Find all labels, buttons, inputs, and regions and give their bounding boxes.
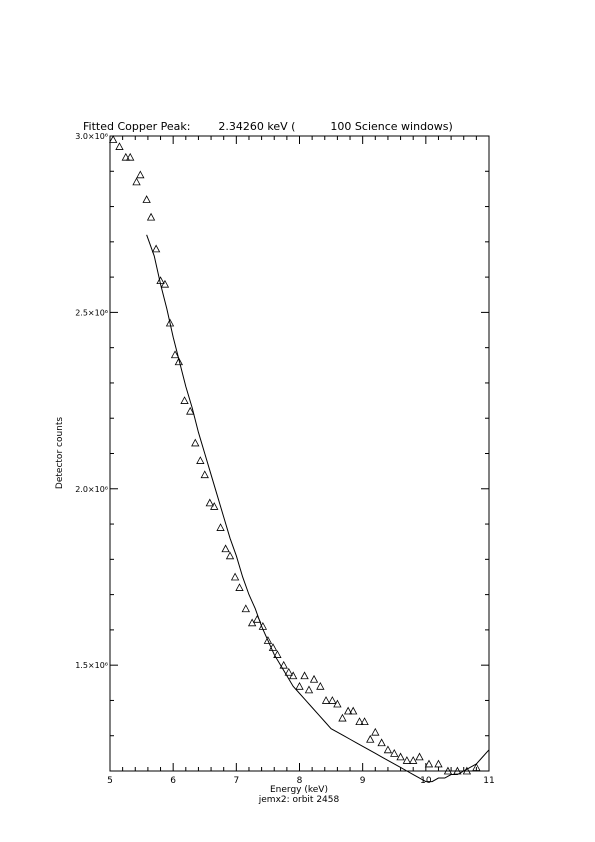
x-tick-label: 8	[297, 776, 303, 786]
data-point	[333, 699, 342, 708]
x-tick-label: 6	[170, 776, 176, 786]
data-point	[355, 717, 364, 726]
x-tick-label: 11	[483, 776, 494, 786]
y-tick-labels: 1.5×10⁶ 2.0×10⁶ 2.5×10⁶ 3.0×10⁶	[75, 132, 108, 670]
data-point	[321, 696, 331, 704]
data-point	[170, 350, 180, 359]
data-point	[151, 244, 161, 253]
data-point	[156, 276, 165, 285]
data-point	[390, 749, 399, 757]
data-point	[121, 152, 130, 161]
x-tick-label: 9	[360, 776, 366, 786]
data-point	[136, 170, 145, 179]
data-point	[126, 152, 135, 161]
y-axis-label: Detector counts	[55, 417, 65, 489]
chart-title: Fitted Copper Peak: 2.34260 keV ( 100 Sc…	[83, 120, 453, 133]
data-point	[186, 406, 195, 415]
chart-subtitle: jemx2: orbit 2458	[258, 795, 340, 805]
data-point	[316, 681, 325, 690]
data-point	[383, 745, 393, 754]
data-point	[273, 650, 282, 658]
data-point	[132, 177, 141, 186]
data-point	[443, 766, 453, 775]
x-tick-labels: 5 6 7 8 9 10 11	[107, 776, 495, 786]
data-point	[289, 671, 298, 680]
data-point	[300, 671, 309, 680]
data-point	[191, 438, 200, 447]
data-point	[165, 318, 175, 327]
data-point	[268, 643, 278, 651]
data-point	[160, 279, 170, 288]
data-point	[371, 727, 380, 736]
x-tick-label: 7	[233, 776, 239, 786]
data-point	[241, 604, 250, 613]
x-tick-label: 10	[420, 776, 432, 786]
data-markers	[108, 135, 481, 775]
data-point	[258, 622, 268, 630]
data-point	[453, 766, 462, 775]
data-point	[328, 696, 337, 704]
data-point	[196, 456, 205, 464]
data-point	[349, 706, 358, 715]
data-point	[108, 135, 118, 143]
x-tick-label: 5	[107, 776, 113, 786]
data-point	[343, 706, 353, 715]
plot-frame	[109, 135, 490, 772]
data-point	[304, 685, 314, 694]
y-tick-label: 1.5×10⁶	[75, 661, 108, 670]
data-point	[424, 759, 434, 768]
data-point	[221, 544, 230, 553]
x-axis-label: Energy (keV)	[270, 785, 328, 795]
data-point	[309, 674, 319, 683]
data-point	[216, 523, 225, 531]
y-tick-label: 2.0×10⁶	[75, 485, 108, 494]
y-tick-label: 3.0×10⁶	[75, 132, 108, 141]
data-point	[284, 667, 293, 676]
data-point	[295, 681, 304, 690]
data-point	[200, 470, 209, 479]
data-point	[225, 551, 235, 560]
data-point	[396, 752, 405, 761]
data-point	[472, 763, 481, 771]
data-point	[180, 396, 189, 404]
data-point	[146, 212, 156, 221]
data-point	[402, 756, 412, 764]
y-tick-label: 2.5×10⁶	[75, 308, 108, 317]
data-point	[235, 583, 244, 591]
data-point	[366, 734, 375, 743]
data-point	[377, 738, 386, 747]
data-point	[338, 713, 347, 722]
axis-ticks	[109, 135, 490, 772]
data-point	[279, 660, 288, 669]
data-point	[115, 142, 124, 150]
data-point	[142, 195, 151, 203]
data-point	[230, 572, 240, 581]
data-point	[205, 498, 214, 507]
data-point	[174, 357, 184, 366]
data-point	[253, 614, 262, 623]
data-point	[462, 766, 472, 775]
fit-curve	[146, 234, 490, 783]
data-point	[434, 759, 443, 768]
data-point	[360, 717, 369, 726]
data-point	[415, 752, 424, 761]
data-point	[210, 502, 219, 510]
data-point	[409, 756, 418, 764]
data-point	[263, 636, 273, 644]
